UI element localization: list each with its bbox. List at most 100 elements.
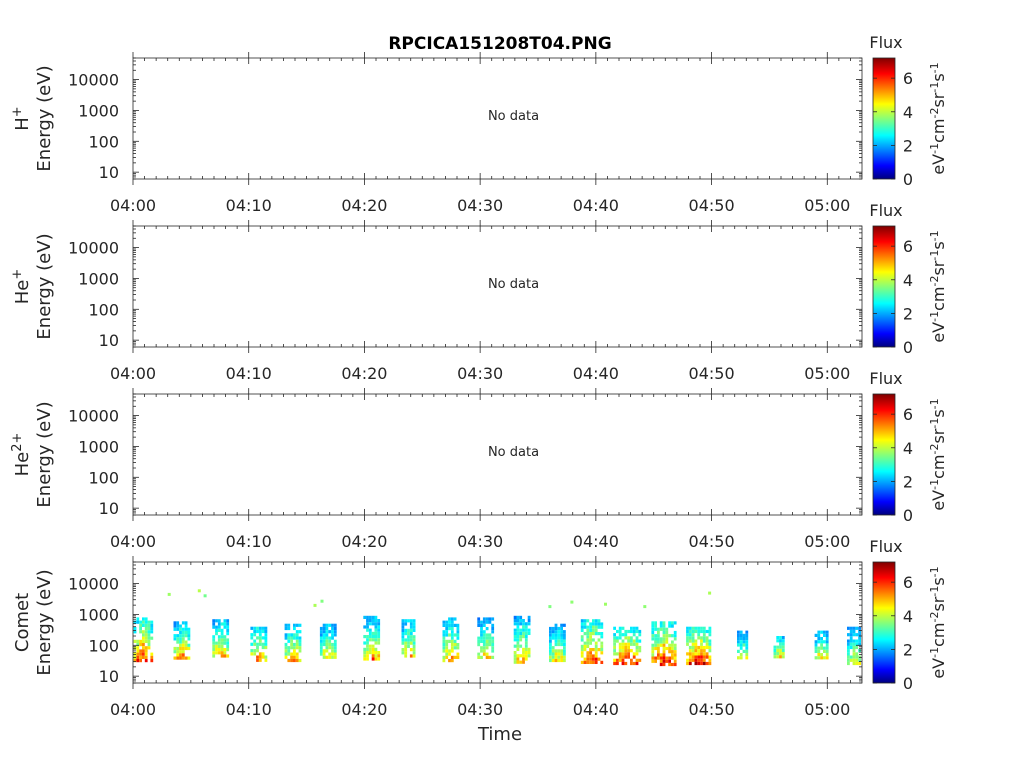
heatmap-cell xyxy=(825,653,829,657)
heatmap-cell xyxy=(524,625,528,629)
heatmap-cell xyxy=(442,633,446,637)
heatmap-cell xyxy=(453,617,457,621)
heatmap-cell xyxy=(635,642,639,646)
heatmap-cell xyxy=(688,661,692,666)
heatmap-cell xyxy=(319,652,323,656)
heatmap-cell xyxy=(671,653,674,657)
heatmap-cell xyxy=(404,628,408,632)
heatmap-cell xyxy=(708,642,712,646)
x-ticks: 04:00 04:10 04:20 04:30 04:40 04:50 05:00 xyxy=(110,388,851,551)
heatmap-cell xyxy=(480,646,483,650)
heatmap-cell xyxy=(333,633,337,637)
heatmap-cell xyxy=(594,648,598,652)
heatmap-cell xyxy=(187,630,191,635)
heatmap-cell xyxy=(702,633,706,637)
heatmap-cell xyxy=(377,651,381,655)
heatmap-cell xyxy=(322,636,326,640)
heatmap-cell xyxy=(651,630,655,635)
heatmap-cell xyxy=(745,653,749,657)
heatmap-cell xyxy=(223,648,227,652)
heatmap-cell xyxy=(630,649,633,653)
heatmap-cell xyxy=(688,652,692,656)
heatmap-cell xyxy=(651,637,655,641)
heatmap-cell xyxy=(594,622,598,626)
heatmap-cell xyxy=(691,636,695,640)
heatmap-cell xyxy=(187,646,191,651)
heatmap-cell xyxy=(374,631,378,635)
heatmap-cell xyxy=(580,638,584,642)
heatmap-cell xyxy=(671,656,674,660)
heatmap-cell xyxy=(401,632,405,636)
heatmap-cell xyxy=(144,633,148,637)
heatmap-cell xyxy=(618,642,622,646)
heatmap-cell xyxy=(613,661,616,666)
heatmap-cell xyxy=(368,615,372,619)
heatmap-cell xyxy=(491,636,495,640)
heatmap-cell xyxy=(745,630,749,634)
heatmap-cell xyxy=(412,635,416,639)
heatmap-cell xyxy=(264,645,268,650)
heatmap-cell xyxy=(377,635,381,639)
heatmap-cell xyxy=(412,641,416,645)
heatmap-cell xyxy=(522,651,525,655)
heatmap-cell xyxy=(779,642,782,646)
x-ticks: 04:00 04:10 04:20 04:30 04:40 04:50 05:00 xyxy=(110,52,851,215)
heatmap-cell xyxy=(705,661,709,666)
heatmap-cell xyxy=(702,658,706,662)
heatmap-cell xyxy=(668,662,671,667)
heatmap-cell xyxy=(371,619,375,623)
heatmap-cell xyxy=(702,626,706,630)
heatmap-cell xyxy=(150,659,154,663)
heatmap-cell xyxy=(491,623,495,627)
y-ticks: 10 100 1000 10000 xyxy=(68,57,862,182)
heatmap-cell xyxy=(491,617,495,621)
heatmap-cell xyxy=(654,656,657,660)
heatmap-cell xyxy=(516,635,520,639)
heatmap-cell xyxy=(401,641,405,645)
heatmap-cell xyxy=(147,620,151,624)
heatmap-cell xyxy=(554,642,558,647)
heatmap-cell xyxy=(705,636,709,640)
heatmap-cell xyxy=(401,651,405,655)
x-tick-label: 04:50 xyxy=(689,700,735,719)
heatmap-cell xyxy=(586,628,590,632)
heatmap-cell xyxy=(366,651,369,655)
heatmap-cell xyxy=(549,636,552,640)
y-tick-label: 100 xyxy=(88,300,119,319)
heatmap-cell xyxy=(147,643,151,647)
heatmap-cell xyxy=(173,621,177,625)
heatmap-cell xyxy=(377,619,381,623)
heatmap-cell xyxy=(404,632,408,636)
x-tick-label: 04:20 xyxy=(341,700,387,719)
heatmap-cell xyxy=(651,646,655,651)
heatmap-cell xyxy=(776,648,780,652)
heatmap-cell xyxy=(600,635,604,639)
heatmap-cell xyxy=(659,656,663,660)
heatmap-cell xyxy=(250,649,254,653)
heatmap-cell xyxy=(621,661,625,666)
heatmap-cell xyxy=(366,619,369,623)
heatmap-cell xyxy=(144,649,148,653)
heatmap-cell xyxy=(328,630,332,634)
heatmap-cell xyxy=(482,643,486,647)
heatmap-cell xyxy=(549,642,552,647)
heatmap-cell xyxy=(627,649,630,653)
heatmap-cell xyxy=(220,648,224,652)
heatmap-cell xyxy=(613,649,616,653)
heatmap-cell xyxy=(592,632,595,636)
heatmap-cell xyxy=(409,654,413,658)
y-axis-label-species: Comet xyxy=(12,593,33,652)
heatmap-cell xyxy=(516,647,520,651)
heatmap-cell xyxy=(173,634,177,638)
heatmap-cell xyxy=(668,634,671,638)
heatmap-cell xyxy=(825,637,829,641)
heatmap-cell xyxy=(477,652,481,656)
heatmap-cell xyxy=(404,651,408,655)
heatmap-cell xyxy=(624,649,628,653)
heatmap-cell xyxy=(256,636,259,640)
heatmap-cell xyxy=(583,622,587,626)
heatmap-cell xyxy=(147,633,151,637)
heatmap-cell xyxy=(144,617,148,621)
heatmap-cell xyxy=(412,628,416,632)
heatmap-cell xyxy=(226,654,230,658)
